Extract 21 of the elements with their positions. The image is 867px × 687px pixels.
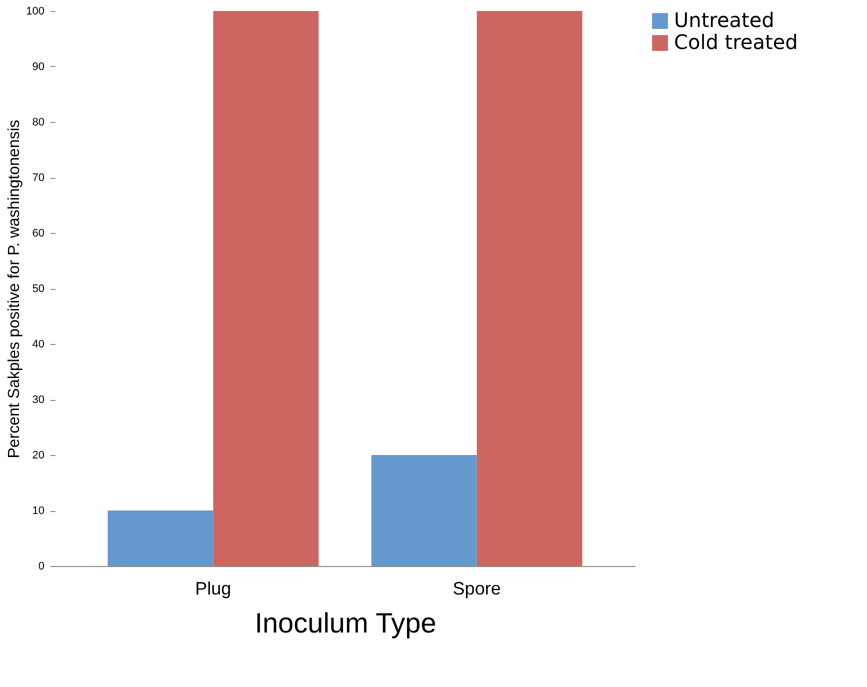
bar — [213, 11, 319, 566]
bar — [476, 11, 582, 566]
legend-label: Untreated — [674, 8, 774, 32]
y-tick-label: 20 — [32, 450, 44, 462]
y-tick-label: 70 — [32, 172, 44, 184]
y-tick-label: 10 — [32, 505, 44, 517]
y-tick-label: 100 — [26, 6, 44, 18]
bar — [108, 510, 214, 566]
y-tick-label: 30 — [32, 394, 44, 406]
x-tick-label: Spore — [452, 578, 501, 598]
y-tick-label: 50 — [32, 283, 44, 295]
y-tick-label: 80 — [32, 116, 44, 128]
y-tick-label: 40 — [32, 338, 44, 350]
y-tick-label: 90 — [32, 61, 44, 73]
x-tick-label: Plug — [195, 578, 232, 598]
x-axis-title: Inoculum Type — [254, 608, 436, 638]
bar — [371, 455, 477, 566]
y-tick-label: 60 — [32, 228, 44, 240]
legend-label: Cold treated — [674, 30, 798, 54]
y-tick-label: 0 — [38, 560, 44, 572]
y-axis-title: Percent Sakples positive for P. washingtonensis — [6, 120, 24, 458]
